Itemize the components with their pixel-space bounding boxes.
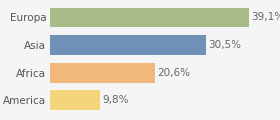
Text: 20,6%: 20,6% [157, 68, 190, 78]
Bar [50, 35, 206, 55]
Text: 39,1%: 39,1% [251, 12, 280, 22]
Bar [50, 63, 155, 83]
Bar [50, 8, 249, 27]
Text: 9,8%: 9,8% [102, 95, 129, 105]
Text: 30,5%: 30,5% [208, 40, 241, 50]
Bar [50, 90, 100, 110]
